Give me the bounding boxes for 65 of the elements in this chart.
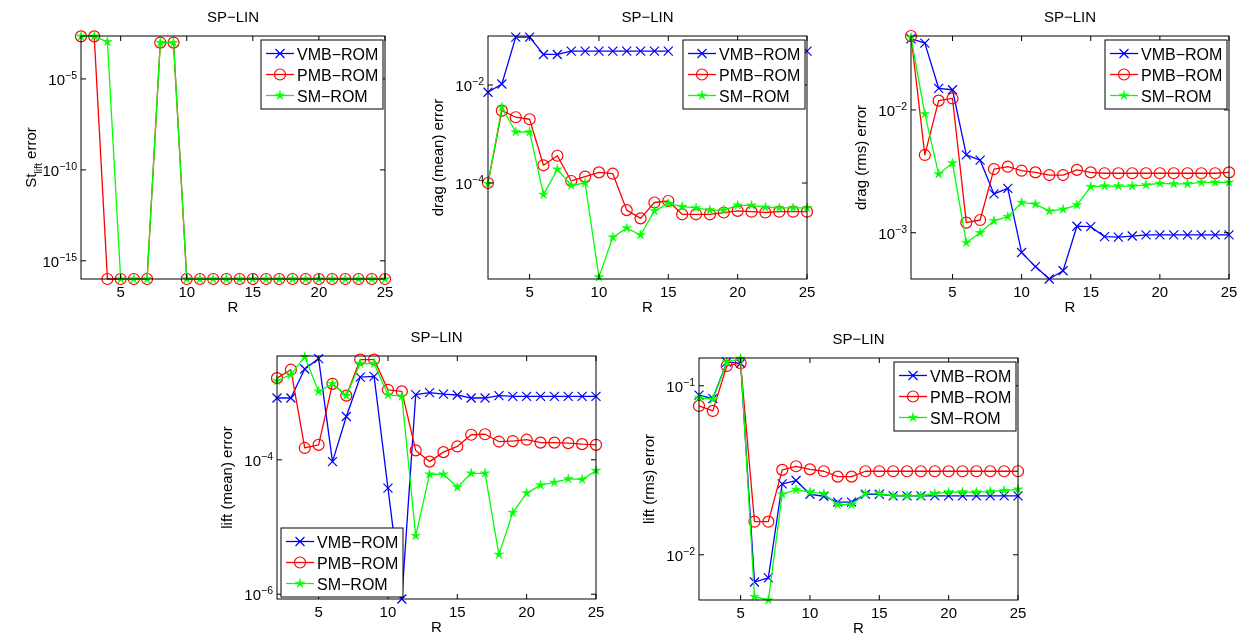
legend-label: PMB−ROM xyxy=(297,66,379,84)
legend-label: PMB−ROM xyxy=(1141,66,1223,84)
y-tick-label: 10$^{−1}$ xyxy=(666,375,696,395)
x-tick-label: 5 xyxy=(525,283,534,300)
x-tick-label: 5 xyxy=(736,604,745,621)
x-tick-label: 10 xyxy=(801,604,819,621)
x-tick-label: 5 xyxy=(314,603,323,620)
x-tick-label: 10 xyxy=(1013,283,1030,300)
y-tick-label: 10$^{−10}$ xyxy=(42,159,78,179)
y-tick-label: 10$^{−2}$ xyxy=(455,75,485,95)
x-tick-label: 25 xyxy=(798,283,816,300)
legend-label: SM−ROM xyxy=(297,87,368,105)
chart-title: SP−LIN xyxy=(832,330,885,347)
x-tick-label: 25 xyxy=(587,603,605,620)
x-tick-label: 5 xyxy=(116,283,125,300)
legend-label: SM−ROM xyxy=(930,409,1001,427)
y-tick-label: 10$^{−3}$ xyxy=(878,222,908,242)
x-tick-label: 15 xyxy=(870,604,888,621)
x-tick-label: 25 xyxy=(1220,283,1238,300)
x-tick-label: 10 xyxy=(379,603,397,620)
legend-label: VMB−ROM xyxy=(1141,45,1223,63)
legend-label: PMB−ROM xyxy=(317,554,399,572)
y-tick-label: 10$^{−15}$ xyxy=(42,250,78,270)
legend-label: VMB−ROM xyxy=(297,45,379,63)
legend-label: SM−ROM xyxy=(719,87,790,105)
legend-label: VMB−ROM xyxy=(930,367,1012,385)
chart-title: SP−LIN xyxy=(410,328,463,345)
legend-label: SM−ROM xyxy=(1141,87,1212,105)
y-axis-title: drag (rms) error xyxy=(852,104,869,211)
x-axis-title: R xyxy=(642,298,654,315)
x-tick-label: 15 xyxy=(448,603,466,620)
x-tick-label: 20 xyxy=(1151,283,1169,300)
legend-label: PMB−ROM xyxy=(719,66,801,84)
chart-title: SP−LIN xyxy=(621,8,674,25)
y-tick-label: 10$^{−6}$ xyxy=(244,584,274,604)
legend-label: VMB−ROM xyxy=(317,533,399,551)
x-tick-label: 20 xyxy=(940,604,957,621)
x-tick-label: 25 xyxy=(1009,604,1027,621)
y-axis-title: drag (mean) error xyxy=(429,98,446,217)
x-axis-title: R xyxy=(853,619,865,636)
legend-label: VMB−ROM xyxy=(719,45,801,63)
y-tick-label: 10$^{−2}$ xyxy=(666,544,696,564)
x-tick-label: 25 xyxy=(376,283,394,300)
x-tick-label: 15 xyxy=(659,283,677,300)
x-tick-label: 20 xyxy=(310,283,328,300)
x-tick-label: 10 xyxy=(590,283,608,300)
chart-title: SP−LIN xyxy=(206,8,260,25)
x-axis-title: R xyxy=(227,298,239,315)
legend-label: PMB−ROM xyxy=(930,388,1012,406)
y-tick-label: 10$^{−4}$ xyxy=(244,449,274,469)
x-tick-label: 15 xyxy=(244,283,262,300)
chart-title: SP−LIN xyxy=(1043,8,1097,25)
y-axis-title: lift (mean) error xyxy=(218,426,235,529)
y-axis-title: lift (rms) error xyxy=(640,434,657,524)
y-tick-label: 10$^{−2}$ xyxy=(878,99,908,119)
x-tick-label: 10 xyxy=(178,283,196,300)
x-tick-label: 5 xyxy=(948,283,957,300)
y-tick-label: 10$^{−5}$ xyxy=(48,68,78,88)
legend-label: SM−ROM xyxy=(317,575,388,593)
y-tick-label: 10$^{−4}$ xyxy=(455,173,485,193)
x-tick-label: 20 xyxy=(729,283,746,300)
x-tick-label: 15 xyxy=(1082,283,1100,300)
x-axis-title: R xyxy=(431,618,443,635)
x-axis-title: R xyxy=(1064,298,1076,315)
x-tick-label: 20 xyxy=(518,603,535,620)
